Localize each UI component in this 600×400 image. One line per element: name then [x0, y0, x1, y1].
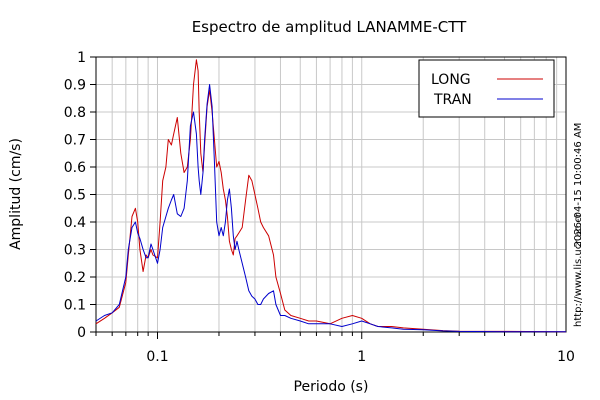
legend-box — [418, 59, 555, 118]
series-line-tran — [95, 84, 566, 333]
legend-label-tran: TRAN — [433, 92, 472, 108]
legend: LONG TRAN — [418, 59, 555, 118]
y-tick-label: 0.3 — [64, 243, 86, 259]
axis-ticks: 0 0.1 0.2 0.3 0.4 0.5 0.6 0.7 0.8 0.9 1 0.1 1 10 — [64, 50, 575, 365]
legend-label-long: LONG — [431, 72, 471, 88]
source-url-text: http://www.lis.ucr.ac.cr — [573, 212, 584, 327]
y-tick-label: 0.6 — [64, 160, 86, 176]
x-tick-label: 10 — [557, 349, 575, 365]
y-tick-label: 0.1 — [64, 298, 86, 314]
timestamp-text: 2026-04-15 10:00:46 AM — [573, 123, 584, 248]
y-axis-label: Amplitud (cm/s) — [8, 138, 24, 250]
x-tick-label: 1 — [357, 349, 366, 365]
y-tick-label: 1 — [77, 50, 86, 66]
chart-title: Espectro de amplitud LANAMME-CTT — [192, 18, 467, 36]
series-line-long — [95, 59, 567, 333]
y-tick-label: 0.4 — [64, 215, 86, 231]
y-tick-label: 0.2 — [64, 270, 86, 286]
y-tick-label: 0.5 — [64, 188, 86, 204]
y-tick-label: 0.7 — [64, 133, 86, 149]
y-tick-label: 0 — [77, 325, 86, 341]
x-tick-label: 0.1 — [146, 349, 168, 365]
grid — [95, 56, 566, 333]
y-tick-label: 0.9 — [64, 78, 86, 94]
x-axis-label: Periodo (s) — [294, 379, 369, 395]
series-group — [95, 59, 567, 333]
y-tick-label: 0.8 — [64, 105, 86, 121]
